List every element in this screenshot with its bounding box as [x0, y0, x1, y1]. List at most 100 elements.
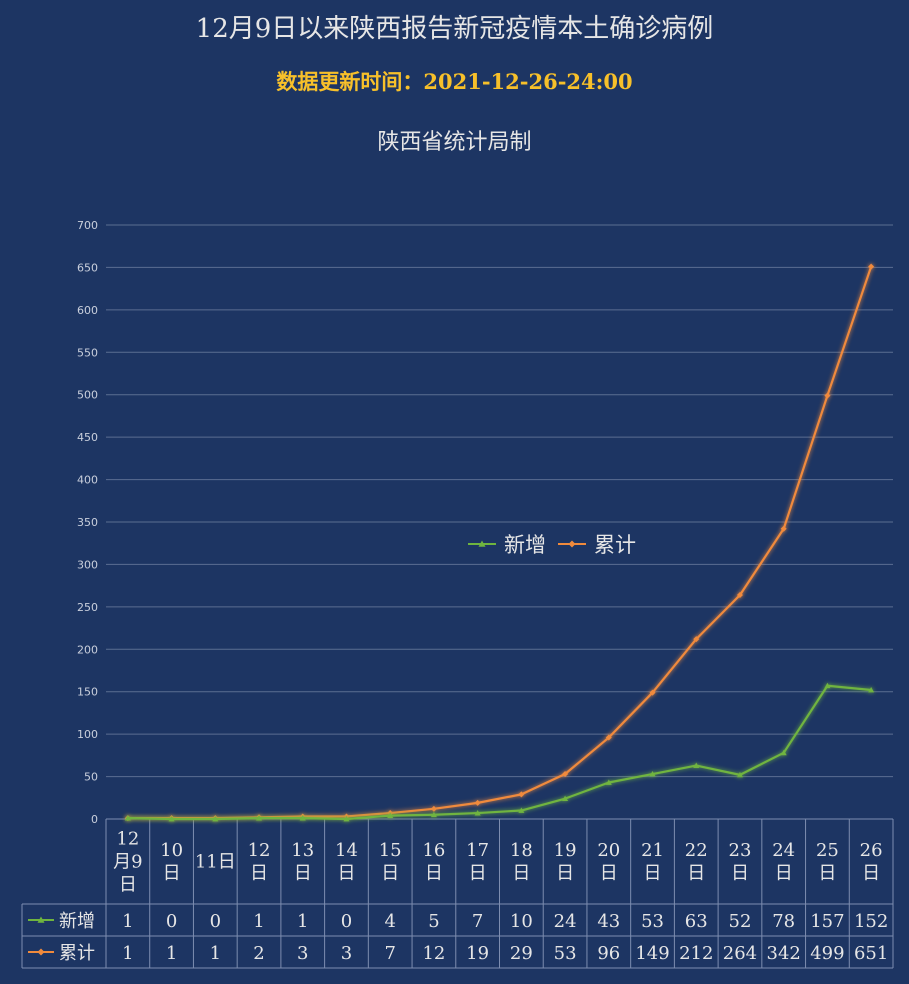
legend-label: 累计	[594, 533, 636, 557]
table-value: 1	[253, 911, 264, 932]
source-label: 陕西省统计局制	[377, 130, 532, 155]
data-point	[868, 263, 875, 270]
data-point	[299, 815, 306, 821]
table-value: 7	[472, 911, 483, 932]
y-tick-label: 0	[91, 813, 98, 826]
data-point	[736, 771, 743, 778]
table-value: 5	[428, 911, 439, 932]
x-tick-label: 22 日	[685, 840, 708, 884]
y-tick-label: 350	[77, 516, 98, 529]
x-tick-label: 23 日	[729, 840, 752, 884]
table-value: 53	[641, 911, 664, 932]
x-tick-label: 12 月9 日	[113, 829, 142, 896]
x-tick-label: 19 日	[554, 840, 577, 884]
table-value: 342	[767, 943, 801, 964]
series-line	[127, 684, 872, 821]
table-value: 63	[685, 911, 708, 932]
data-point	[518, 791, 525, 798]
table-value: 0	[210, 911, 221, 932]
data-point	[649, 689, 656, 696]
y-tick-label: 600	[77, 304, 98, 317]
data-point	[212, 816, 219, 822]
x-tick-label: 24 日	[772, 840, 795, 884]
y-tick-label: 450	[77, 431, 98, 444]
chart-title: 12月9日以来陕西报告新冠疫情本土确诊病例	[195, 14, 714, 44]
x-tick-label: 25 日	[816, 840, 839, 884]
data-point	[430, 811, 437, 818]
data-point	[518, 807, 525, 813]
data-point	[474, 799, 481, 806]
x-tick-label: 14 日	[335, 840, 358, 884]
table-value: 1	[122, 911, 133, 932]
data-point	[693, 636, 700, 643]
data-point	[824, 682, 831, 689]
data-point	[256, 815, 263, 821]
table-value: 0	[166, 911, 177, 932]
table-legend-marker	[37, 948, 45, 956]
legend-label: 新增	[504, 533, 546, 557]
data-point	[868, 687, 875, 693]
data-point	[387, 812, 394, 819]
y-tick-label: 150	[77, 686, 98, 699]
table-value: 4	[384, 911, 395, 932]
y-tick-label: 650	[77, 261, 98, 274]
table-value: 12	[422, 943, 445, 964]
table-value: 1	[297, 911, 308, 932]
x-tick-label: 18 日	[510, 840, 533, 884]
y-tick-label: 250	[77, 601, 98, 614]
x-tick-label: 11日	[195, 852, 236, 873]
table-value: 3	[297, 943, 308, 964]
series-line	[127, 266, 873, 820]
table-legend-marker	[37, 916, 45, 923]
data-point	[605, 734, 612, 741]
y-tick-label: 550	[77, 346, 98, 359]
table-series-name: 累计	[59, 943, 95, 964]
data-point	[430, 805, 437, 812]
series-diamond	[124, 263, 875, 822]
data-point	[780, 525, 787, 532]
y-tick-label: 50	[84, 771, 98, 784]
data-point	[562, 795, 569, 802]
table-value: 152	[854, 911, 888, 932]
data-point	[168, 816, 175, 822]
table-value: 19	[466, 943, 489, 964]
x-tick-label: 12 日	[248, 840, 271, 884]
table-value: 1	[166, 943, 177, 964]
data-point	[824, 392, 831, 399]
x-tick-label: 15 日	[379, 840, 402, 884]
series-triangle	[124, 682, 875, 822]
table-value: 1	[122, 943, 133, 964]
y-tick-label: 400	[77, 474, 98, 487]
table-value: 24	[554, 911, 577, 932]
table-value: 2	[253, 943, 264, 964]
data-point	[562, 771, 569, 778]
table-value: 3	[341, 943, 352, 964]
table-value: 7	[384, 943, 395, 964]
legend-marker	[478, 540, 486, 547]
table-value: 52	[729, 911, 752, 932]
x-tick-label: 16 日	[422, 840, 445, 884]
y-tick-label: 700	[77, 219, 98, 232]
table-value: 651	[854, 943, 888, 964]
table-value: 43	[597, 911, 620, 932]
table-value: 157	[810, 911, 844, 932]
y-tick-label: 500	[77, 389, 98, 402]
data-point	[693, 762, 700, 768]
legend-marker	[568, 540, 576, 548]
x-tick-label: 17 日	[466, 840, 489, 884]
data-point	[780, 749, 787, 756]
table-value: 264	[723, 943, 757, 964]
x-tick-label: 21 日	[641, 840, 664, 884]
x-tick-label: 13 日	[291, 840, 314, 884]
table-value: 0	[341, 911, 352, 932]
update-time-subtitle: 数据更新时间：2021-12-26-24:00	[276, 69, 633, 94]
table-value: 212	[679, 943, 713, 964]
table-value: 96	[597, 943, 620, 964]
table-value: 499	[810, 943, 844, 964]
table-value: 10	[510, 911, 533, 932]
data-point	[474, 810, 481, 816]
data-point	[605, 779, 612, 785]
data-point	[124, 815, 131, 821]
x-tick-label: 20 日	[597, 840, 620, 884]
